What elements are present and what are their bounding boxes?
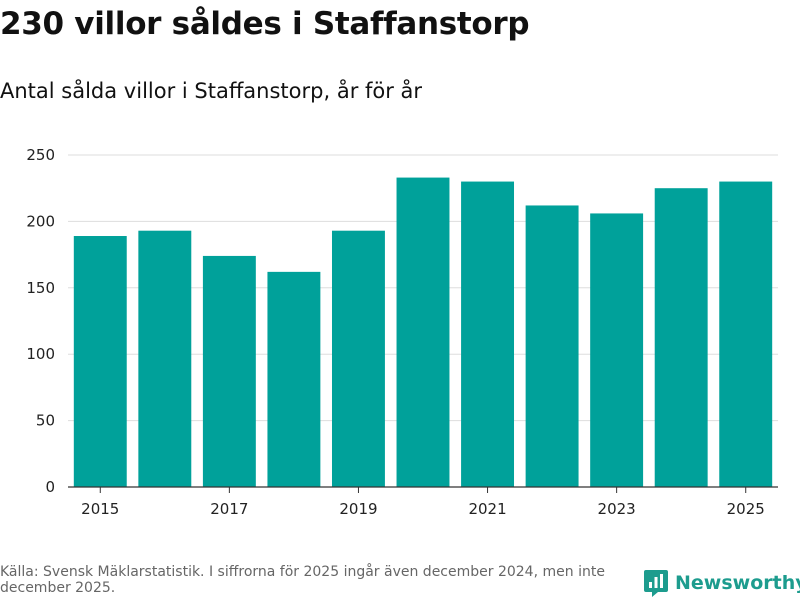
bar xyxy=(138,230,192,488)
brand-name: Newsworthy xyxy=(675,572,800,594)
chart-subtitle: Antal sålda villor i Staffanstorp, år fö… xyxy=(0,79,423,103)
x-tick-label: 2019 xyxy=(339,500,377,518)
chart-title: 230 villor såldes i Staffanstorp xyxy=(0,6,530,42)
bar xyxy=(719,181,773,487)
bar xyxy=(654,188,708,487)
x-tick-label: 2017 xyxy=(210,500,248,518)
bar xyxy=(267,271,321,487)
y-tick-label: 150 xyxy=(26,279,55,297)
bar-chart: 0 50 100 150 200 250 2015 2017 2019 2021 2023 2025 xyxy=(26,146,778,518)
bar xyxy=(525,205,579,488)
y-tick-label: 250 xyxy=(26,146,55,164)
x-tick-label: 2023 xyxy=(598,500,636,518)
y-tick-label: 50 xyxy=(36,412,55,430)
bar xyxy=(396,177,450,488)
y-tick-label: 200 xyxy=(26,212,55,230)
y-tick-label: 0 xyxy=(45,478,55,496)
bar-chart-speech-bubble-icon xyxy=(644,570,668,597)
bar xyxy=(590,213,644,487)
brand-logo: Newsworthy xyxy=(643,568,800,598)
bar xyxy=(331,230,385,488)
source-note: Källa: Svensk Mäklarstatistik. I siffror… xyxy=(0,564,605,596)
bar xyxy=(73,236,127,487)
bar xyxy=(202,255,256,487)
y-tick-label: 100 xyxy=(26,345,55,363)
x-tick-label: 2025 xyxy=(727,500,765,518)
x-tick-label: 2021 xyxy=(468,500,506,518)
x-tick-label: 2015 xyxy=(81,500,119,518)
bar xyxy=(461,181,515,487)
